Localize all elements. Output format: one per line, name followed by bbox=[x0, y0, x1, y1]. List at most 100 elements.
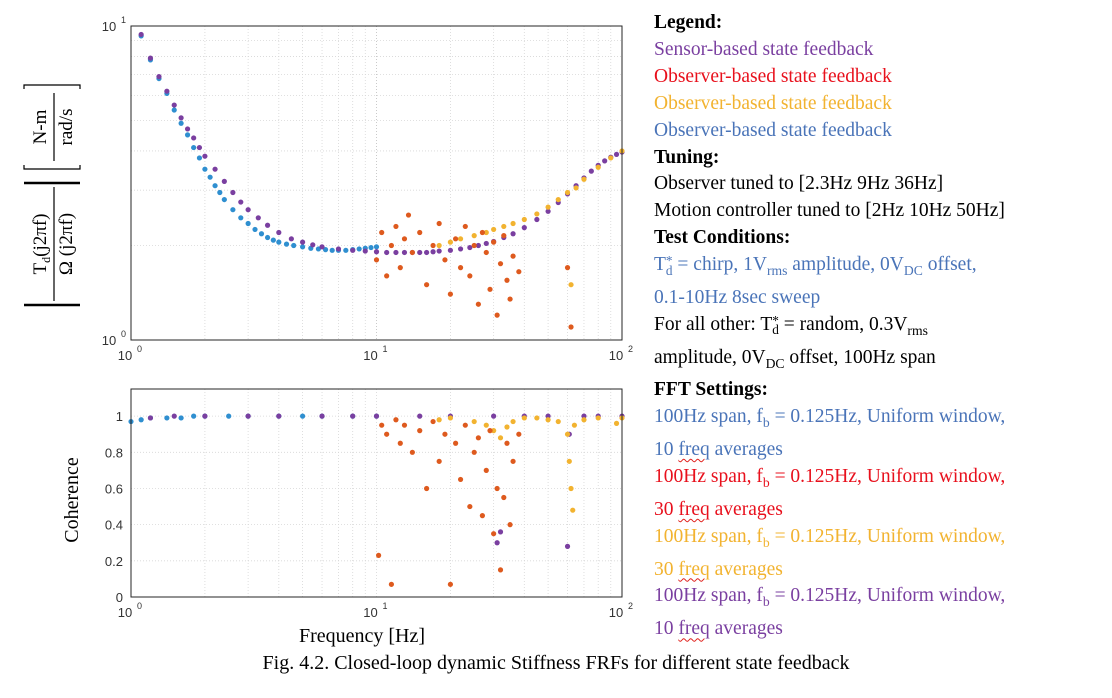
bot-xtick-exp: 2 bbox=[628, 601, 633, 611]
unit-numerator: N-m bbox=[30, 109, 51, 144]
ylabel-numerator: Td(j2πf) bbox=[30, 214, 53, 275]
point-top-s3 bbox=[507, 296, 513, 302]
point-bot-s2 bbox=[510, 418, 516, 425]
point-bot-s0 bbox=[138, 417, 144, 423]
point-top-s1 bbox=[310, 242, 316, 248]
point-top-s1 bbox=[401, 249, 408, 256]
point-top-s2 bbox=[471, 233, 477, 239]
point-top-s1 bbox=[245, 207, 251, 213]
stiffness-ticks: 10 0 10 1 10 2 10 0 10 1 bbox=[102, 15, 633, 363]
point-top-s1 bbox=[299, 239, 306, 245]
point-bot-s3 bbox=[376, 552, 382, 559]
point-bot-s3 bbox=[487, 428, 493, 434]
point-top-s1 bbox=[447, 247, 454, 253]
coherence-plot-area bbox=[131, 389, 622, 597]
figure-caption: Fig. 4.2. Closed-loop dynamic Stiffness … bbox=[262, 652, 850, 674]
point-top-s3 bbox=[494, 312, 500, 318]
point-top-s3 bbox=[436, 220, 442, 227]
point-top-s0 bbox=[178, 120, 184, 126]
point-top-s1 bbox=[191, 135, 197, 141]
point-bot-s2 bbox=[521, 415, 527, 421]
point-top-s1 bbox=[613, 151, 620, 158]
point-top-s2 bbox=[545, 204, 551, 210]
test-random-line: For all other: T * d = random, 0.3Vrms bbox=[654, 313, 928, 338]
test-random-span: amplitude, 0VDC offset, 100Hz span bbox=[654, 346, 936, 371]
point-top-s1 bbox=[319, 244, 325, 250]
point-bot-s3 bbox=[384, 431, 390, 437]
coherence-points bbox=[128, 413, 625, 587]
point-top-s1 bbox=[483, 240, 489, 247]
point-bot-s3 bbox=[479, 513, 485, 519]
point-top-s1 bbox=[156, 74, 162, 80]
point-bot-s2 bbox=[568, 485, 574, 492]
stiffness-ylabel: Td(j2πf) Ω (j2πf) N-m rad/s bbox=[23, 84, 81, 307]
point-bot-s1 bbox=[171, 413, 177, 419]
point-top-s0 bbox=[368, 244, 374, 251]
point-top-s2 bbox=[581, 176, 587, 182]
point-bot-s1 bbox=[497, 529, 504, 535]
point-bot-s2 bbox=[447, 415, 454, 421]
point-top-s3 bbox=[479, 229, 485, 236]
point-top-s0 bbox=[276, 239, 282, 245]
point-top-s1 bbox=[436, 248, 442, 254]
point-bot-s3 bbox=[504, 440, 510, 446]
top-xtick-label: 10 bbox=[609, 348, 623, 363]
point-top-s3 bbox=[487, 286, 493, 292]
point-bot-s3 bbox=[510, 458, 516, 464]
point-top-s3 bbox=[384, 273, 390, 279]
point-top-s0 bbox=[221, 196, 227, 203]
point-top-s0 bbox=[299, 244, 306, 250]
point-top-s3 bbox=[397, 265, 403, 271]
legend-item-observer-blue: Observer-based state feedback bbox=[654, 119, 892, 141]
coherence-ylabel: Coherence bbox=[61, 457, 83, 543]
point-top-s0 bbox=[291, 242, 297, 249]
point-top-s0 bbox=[373, 244, 380, 250]
fft-avg-2: 30 freq averages bbox=[654, 558, 783, 580]
point-top-s3 bbox=[516, 269, 522, 275]
coherence-grid bbox=[131, 389, 622, 597]
point-bot-s3 bbox=[462, 422, 468, 428]
point-bot-s3 bbox=[516, 431, 522, 437]
point-bot-s1 bbox=[564, 543, 571, 549]
point-top-s3 bbox=[497, 261, 504, 267]
point-top-s2 bbox=[608, 155, 614, 161]
point-bot-s3 bbox=[397, 440, 403, 446]
point-bot-s1 bbox=[545, 413, 551, 419]
stiffness-points bbox=[138, 31, 625, 330]
point-bot-s2 bbox=[571, 422, 578, 428]
point-top-s2 bbox=[510, 220, 516, 227]
point-top-s0 bbox=[191, 144, 197, 151]
point-top-s2 bbox=[555, 196, 561, 203]
bot-xtick-exp: 0 bbox=[137, 601, 142, 611]
legend-item-observer-red: Observer-based state feedback bbox=[654, 65, 892, 87]
fft-settings: 100Hz span, fb = 0.125Hz, Uniform window… bbox=[654, 404, 1109, 643]
point-top-s2 bbox=[447, 239, 454, 245]
point-top-s2 bbox=[534, 211, 540, 217]
point-top-s1 bbox=[255, 215, 261, 221]
point-bot-s2 bbox=[545, 417, 551, 423]
fft-line-1: 100Hz span, fb = 0.125Hz, Uniform window… bbox=[654, 466, 1006, 490]
point-top-s1 bbox=[164, 88, 170, 94]
unit-bracket-left bbox=[23, 165, 81, 170]
point-bot-s1 bbox=[581, 413, 587, 419]
point-top-s1 bbox=[264, 222, 271, 228]
stiffness-plot-frame bbox=[130, 25, 623, 341]
point-top-s0 bbox=[322, 247, 329, 253]
point-top-s1 bbox=[588, 168, 594, 174]
point-top-s2 bbox=[501, 223, 507, 230]
legend-header: Legend: bbox=[654, 12, 723, 33]
point-top-s3 bbox=[501, 233, 507, 239]
point-top-s1 bbox=[350, 247, 356, 253]
point-bot-s1 bbox=[494, 540, 500, 546]
point-top-s1 bbox=[362, 248, 368, 254]
point-bot-s1 bbox=[276, 413, 282, 419]
unit-denominator: rad/s bbox=[56, 109, 77, 146]
unit-bracket-right bbox=[23, 84, 81, 89]
top-xtick-label: 10 bbox=[363, 348, 377, 363]
point-top-s1 bbox=[212, 166, 218, 172]
tuning-header: Tuning: bbox=[654, 146, 720, 168]
point-bot-s1 bbox=[319, 413, 325, 419]
point-top-s0 bbox=[270, 237, 276, 243]
